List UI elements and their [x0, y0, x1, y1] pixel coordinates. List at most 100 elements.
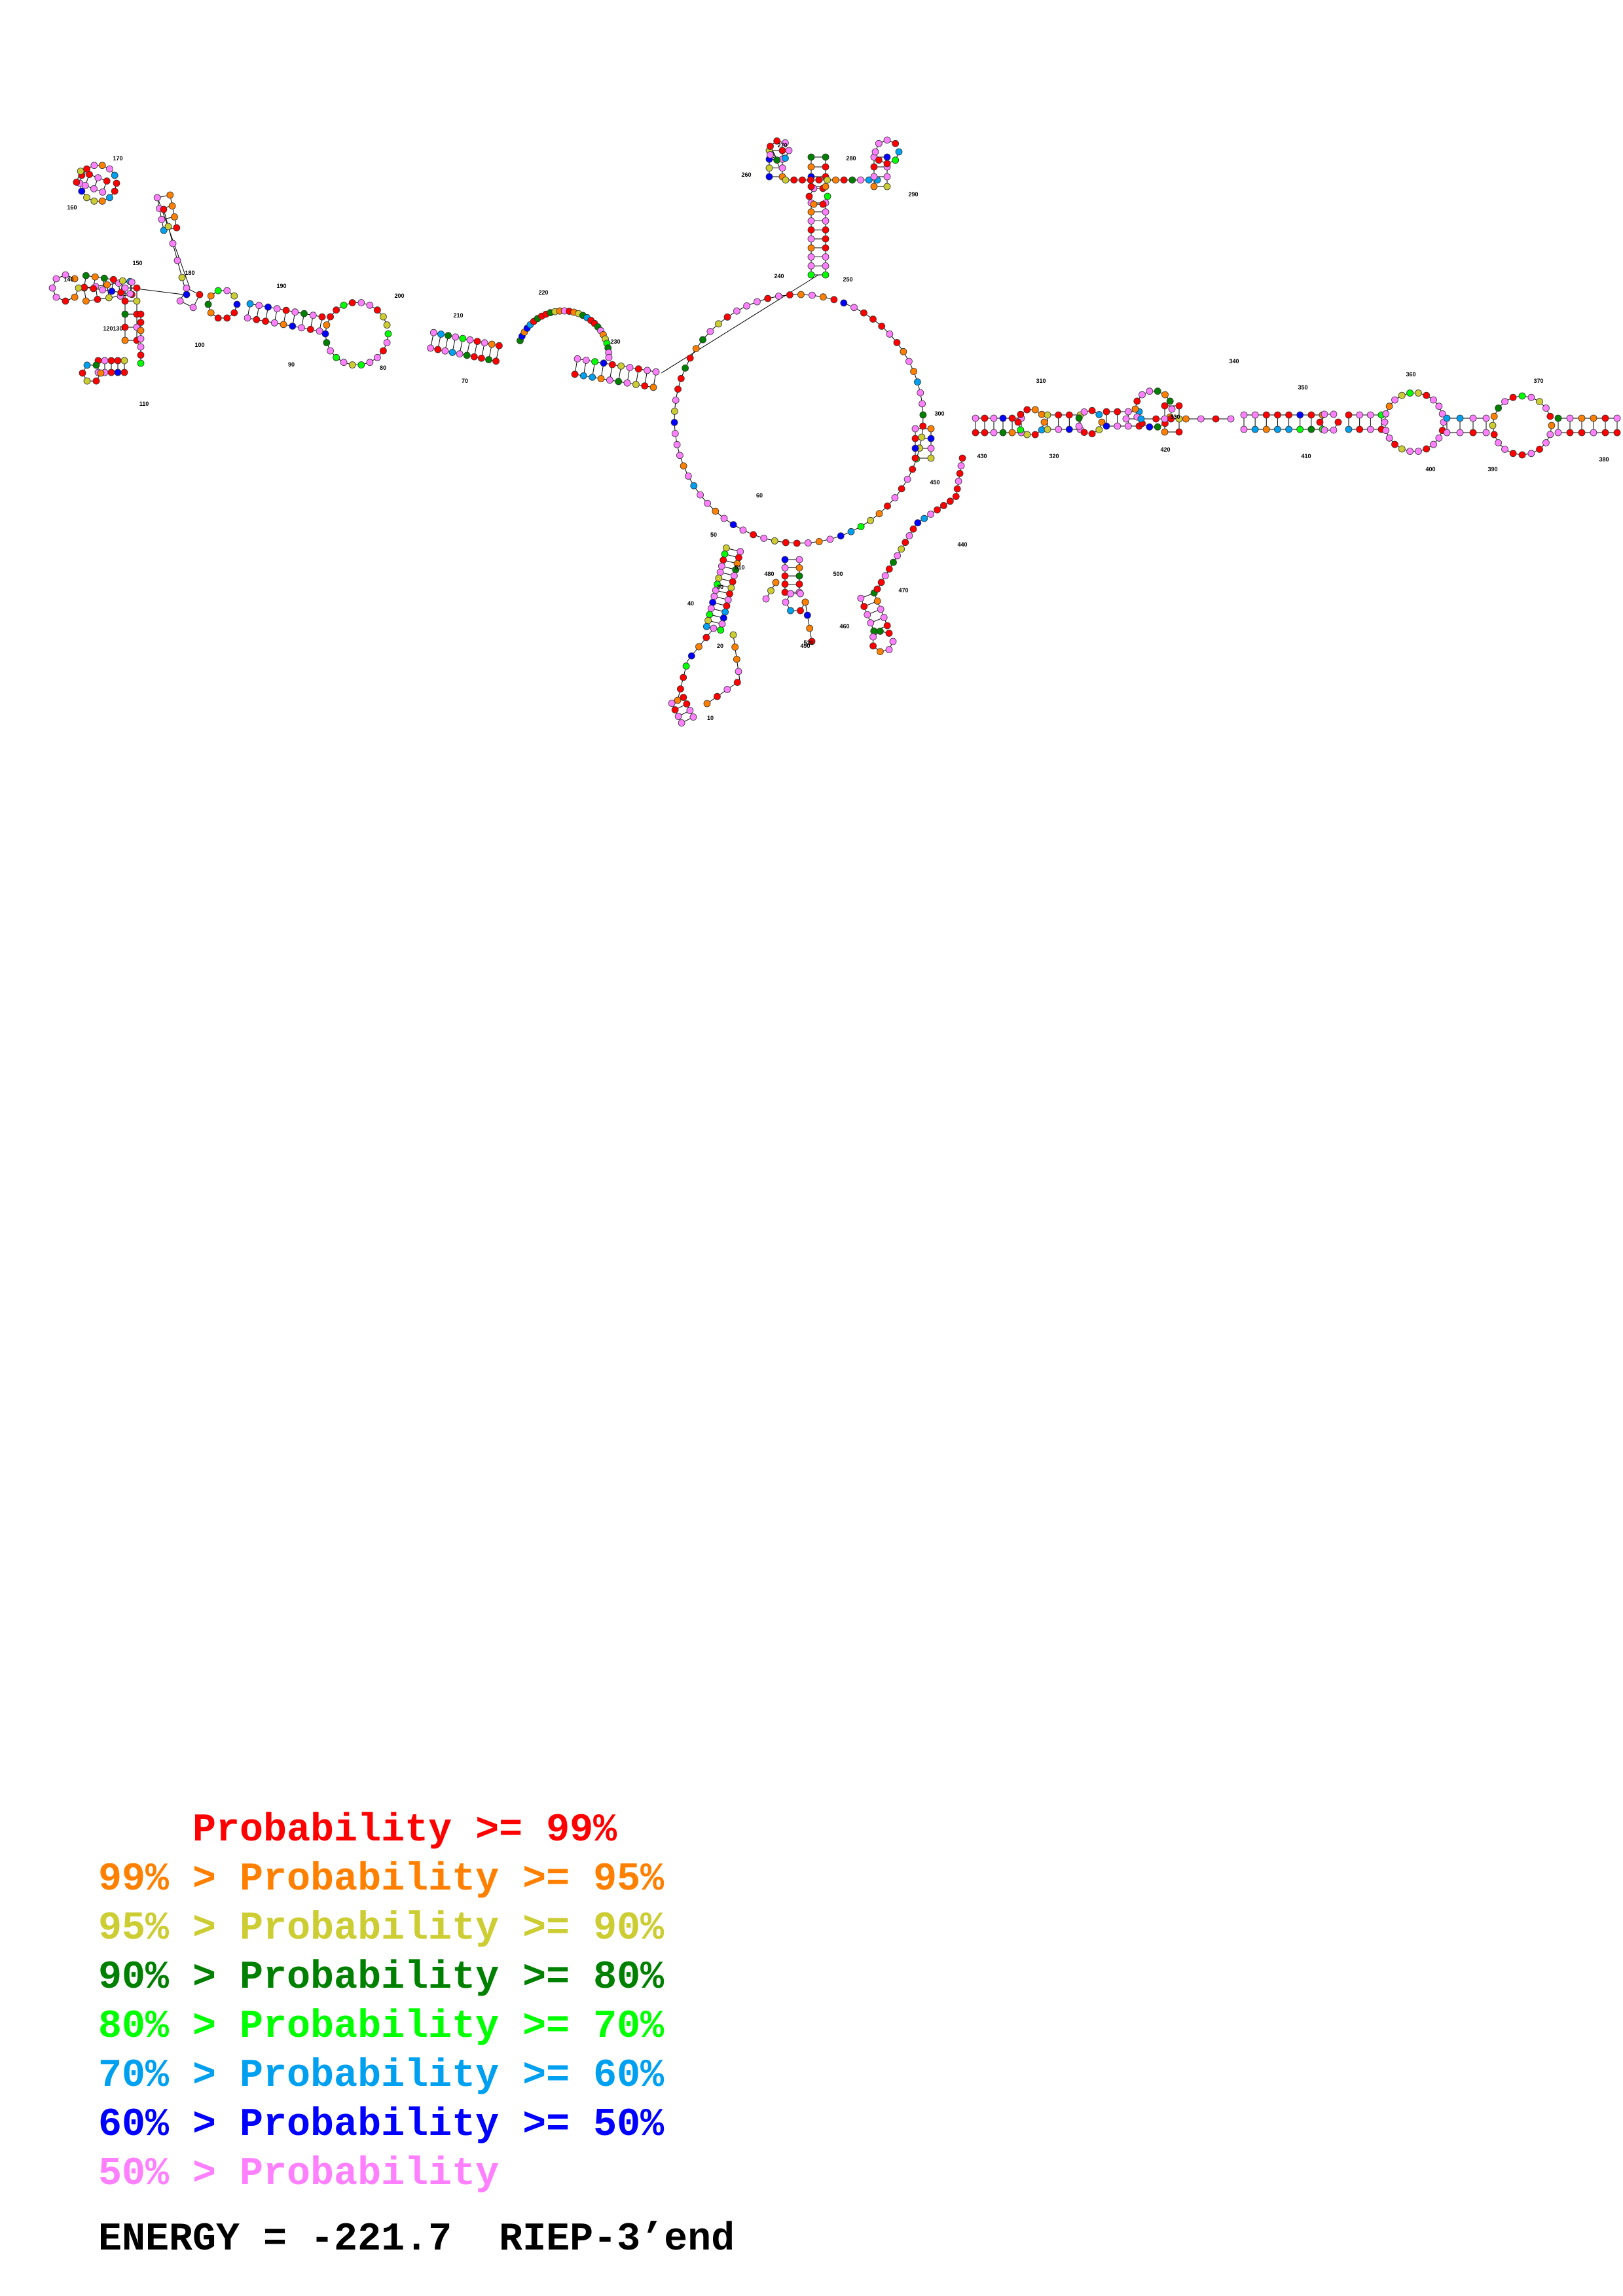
nucleotide	[765, 164, 773, 172]
nucleotide	[807, 153, 815, 161]
nucleotide	[860, 309, 867, 317]
nucleotide	[1527, 393, 1535, 401]
nucleotide	[870, 163, 878, 171]
nucleotide	[632, 381, 640, 388]
nucleotide	[795, 556, 803, 564]
nucleotide	[857, 176, 864, 184]
nucleotide	[722, 544, 730, 552]
nucleotide	[875, 139, 883, 147]
nucleotide	[785, 147, 793, 154]
nucleotide	[864, 611, 871, 619]
nucleotide	[280, 321, 287, 329]
nucleotide	[1044, 411, 1051, 419]
nucleotide	[673, 440, 681, 448]
nucleotide	[340, 301, 348, 309]
nucleotide	[867, 619, 875, 626]
nucleotide	[83, 361, 91, 369]
nucleotide	[644, 367, 651, 374]
nucleotide	[1590, 429, 1597, 437]
nucleotide	[822, 262, 830, 270]
nucleotide	[173, 224, 181, 232]
nucleotide	[111, 187, 119, 195]
nucleotide	[883, 153, 891, 161]
nucleotide	[695, 643, 702, 651]
nucleotide	[108, 287, 116, 295]
nucleotide	[86, 171, 93, 179]
position-label: 440	[957, 541, 967, 548]
nucleotide	[1566, 414, 1574, 422]
nucleotide	[1495, 404, 1503, 412]
nucleotide	[799, 176, 806, 184]
nucleotide	[600, 359, 608, 367]
nucleotide	[246, 300, 254, 308]
nucleotide	[893, 339, 901, 346]
position-label: 140	[64, 276, 73, 283]
nucleotide	[169, 240, 177, 247]
position-label: 490	[800, 643, 810, 649]
nucleotide	[340, 359, 348, 367]
nucleotide	[1469, 414, 1477, 422]
nucleotide	[710, 592, 718, 600]
nucleotide	[952, 493, 960, 500]
nucleotide	[1546, 412, 1554, 420]
nucleotide	[1262, 411, 1270, 419]
nucleotide	[492, 357, 500, 365]
nucleotide	[883, 160, 891, 168]
nucleotide	[707, 605, 715, 612]
nucleotide	[1251, 425, 1259, 433]
nucleotide	[333, 353, 340, 361]
nucleotide	[953, 485, 961, 493]
legend-row-3: 95% > Probability >= 90%	[98, 1907, 665, 1951]
nucleotide	[903, 475, 911, 483]
nucleotide	[972, 429, 979, 437]
position-label: 10	[707, 715, 714, 721]
nucleotide	[103, 281, 111, 289]
nucleotide	[1080, 429, 1088, 436]
nucleotide	[729, 578, 737, 586]
nucleotide	[881, 572, 889, 579]
nucleotide	[223, 314, 231, 322]
nucleotide	[90, 285, 98, 293]
nucleotide	[894, 552, 901, 560]
nucleotide	[488, 340, 496, 348]
nucleotide	[909, 465, 917, 473]
nucleotide	[1124, 408, 1132, 416]
nucleotide	[121, 323, 129, 331]
nucleotide	[634, 365, 642, 373]
nucleotide	[120, 357, 128, 365]
nucleotide	[75, 284, 82, 292]
nucleotide	[1175, 415, 1183, 423]
nucleotide	[606, 376, 613, 384]
nucleotide	[869, 633, 877, 641]
nucleotide	[909, 525, 917, 533]
nucleotide	[98, 197, 106, 205]
nucleotide	[1161, 391, 1169, 399]
nucleotide	[870, 183, 878, 190]
nucleotide	[885, 646, 893, 653]
nucleotide	[727, 584, 735, 592]
nucleotide	[782, 176, 790, 184]
nucleotide	[230, 309, 238, 317]
position-label: 170	[113, 155, 122, 162]
nucleotide	[824, 176, 831, 184]
nucleotide	[807, 217, 815, 224]
nucleotide	[348, 361, 356, 368]
nucleotide	[1124, 422, 1132, 430]
nucleotide	[905, 532, 913, 539]
nucleotide	[183, 291, 191, 298]
position-label: 40	[687, 600, 694, 607]
position-label: 20	[717, 643, 723, 649]
nucleotide	[782, 139, 789, 147]
nucleotide	[1008, 429, 1016, 437]
position-label: 520	[803, 639, 813, 646]
nucleotide	[1554, 429, 1562, 437]
nucleotide	[895, 148, 903, 156]
nucleotide	[1527, 450, 1535, 457]
nucleotide	[885, 565, 893, 573]
nucleotide	[171, 213, 178, 221]
nucleotide	[808, 637, 816, 645]
nucleotide	[670, 419, 678, 426]
position-labels: 10 20 30 40 50 60 70 80 90 100 110 120 130 140 150 160 1…	[64, 142, 1609, 721]
position-label: 320	[1049, 453, 1059, 459]
position-label: 410	[1301, 453, 1311, 459]
